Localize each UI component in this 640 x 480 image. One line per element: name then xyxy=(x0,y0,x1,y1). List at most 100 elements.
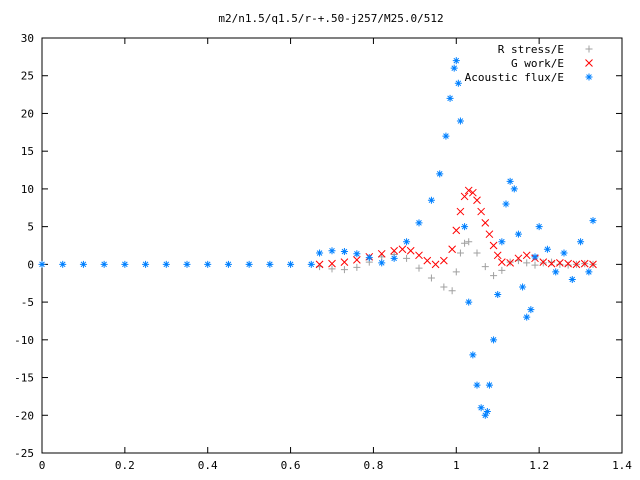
data-point xyxy=(460,192,469,201)
data-point xyxy=(522,251,531,260)
data-point xyxy=(454,79,462,87)
data-point xyxy=(461,223,469,231)
axes: 0 0.2 0.4 0.6 0.8 1 1.2 1.4 -25 -20 -15 -10 -5 0 5 10 15… xyxy=(14,32,632,472)
legend-label: Acoustic flux/E xyxy=(465,71,564,84)
data-point xyxy=(585,268,593,276)
data-point xyxy=(510,185,518,193)
data-point xyxy=(490,272,498,280)
data-point xyxy=(378,259,386,267)
data-point xyxy=(523,313,531,321)
data-point xyxy=(450,64,458,72)
y-tick-label: -20 xyxy=(14,409,34,422)
data-point xyxy=(473,381,481,389)
series-1 xyxy=(315,186,597,269)
data-point xyxy=(315,260,324,269)
data-point xyxy=(502,200,510,208)
data-point xyxy=(415,264,423,272)
data-point xyxy=(59,260,67,268)
data-point xyxy=(556,259,564,267)
data-point xyxy=(353,263,361,271)
data-point xyxy=(564,259,572,268)
data-point xyxy=(473,249,481,257)
y-tick-label: 5 xyxy=(27,221,34,234)
data-point xyxy=(183,260,191,268)
data-point xyxy=(204,260,212,268)
data-point xyxy=(142,260,150,268)
legend-marker xyxy=(585,59,593,67)
data-point xyxy=(403,238,411,246)
data-point xyxy=(547,259,556,268)
data-point xyxy=(266,260,274,268)
data-point xyxy=(448,287,456,295)
data-point xyxy=(423,256,432,265)
y-tick-label: 30 xyxy=(21,32,34,45)
data-point xyxy=(531,253,539,261)
data-point xyxy=(328,259,336,268)
data-point xyxy=(539,259,547,267)
legend-marker xyxy=(585,45,593,53)
data-point xyxy=(552,268,560,276)
data-point xyxy=(477,207,485,216)
y-tick-label: 15 xyxy=(21,145,34,158)
legend-label: R stress/E xyxy=(498,43,564,56)
data-point xyxy=(340,266,348,274)
data-point xyxy=(403,254,411,262)
x-tick-label: 0 xyxy=(39,459,46,472)
data-point xyxy=(224,260,232,268)
data-point xyxy=(527,306,535,314)
data-point xyxy=(461,239,469,247)
data-point xyxy=(523,259,531,267)
data-point xyxy=(506,258,514,266)
data-point xyxy=(245,260,253,268)
data-point xyxy=(556,260,564,268)
data-point xyxy=(531,261,539,269)
data-point xyxy=(79,260,87,268)
data-point xyxy=(481,219,490,227)
data-point xyxy=(377,249,386,258)
data-point xyxy=(493,251,502,260)
legend-marker xyxy=(585,73,593,81)
data-point xyxy=(494,291,502,299)
data-point xyxy=(316,249,324,257)
x-tick-label: 0.6 xyxy=(281,459,301,472)
data-point xyxy=(431,260,440,269)
data-point xyxy=(353,255,361,264)
data-point xyxy=(498,266,506,274)
plot-frame xyxy=(41,37,623,454)
data-point xyxy=(481,263,489,271)
data-point xyxy=(390,246,398,255)
data-point xyxy=(406,246,415,255)
data-point xyxy=(465,238,473,246)
data-point xyxy=(572,260,581,269)
x-tick-label: 0.4 xyxy=(198,459,218,472)
data-point xyxy=(100,260,108,268)
data-point xyxy=(489,241,498,250)
series-2 xyxy=(38,57,597,419)
data-point xyxy=(162,260,170,268)
data-marks xyxy=(38,57,597,419)
data-point xyxy=(307,260,315,268)
data-point xyxy=(365,254,373,262)
y-tick-label: 25 xyxy=(21,70,34,83)
data-point xyxy=(498,238,506,246)
data-point xyxy=(415,219,423,227)
data-point xyxy=(398,245,407,254)
data-point xyxy=(353,250,361,258)
data-point xyxy=(580,259,589,268)
data-point xyxy=(440,256,448,265)
series-0 xyxy=(316,238,597,295)
data-point xyxy=(427,196,435,204)
data-point xyxy=(469,351,477,359)
data-point xyxy=(446,94,454,102)
data-point xyxy=(328,247,336,255)
data-point xyxy=(539,258,548,266)
data-point xyxy=(464,186,473,195)
data-point xyxy=(456,207,465,216)
y-tick-label: 0 xyxy=(27,258,34,271)
data-point xyxy=(456,249,464,257)
y-tick-label: 10 xyxy=(21,183,34,196)
x-tick-label: 1.4 xyxy=(612,459,632,472)
chart-title: m2/n1.5/q1.5/r-+.50-j257/M25.0/512 xyxy=(218,12,443,25)
